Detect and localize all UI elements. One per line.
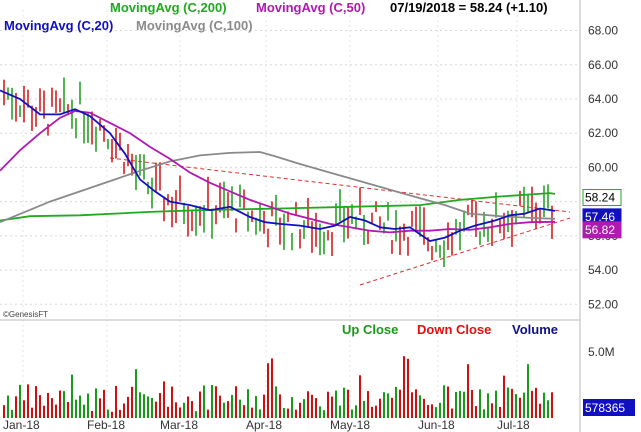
volume-label: Volume <box>512 322 558 337</box>
x-tick-label: Jun-18 <box>418 418 455 432</box>
value-tag-label: 57.46 <box>585 210 615 224</box>
value-tag-box <box>582 221 622 239</box>
trendlines <box>109 157 571 286</box>
value-tag-box <box>582 189 622 207</box>
x-tick-label: Mar-18 <box>160 418 198 432</box>
ma-line <box>0 110 556 234</box>
legend-ma50: MovingAvg (C,50) <box>256 0 365 15</box>
legend-ma200: MovingAvg (C,200) <box>110 0 227 15</box>
down-close-label: Down Close <box>417 322 491 337</box>
legend: MovingAvg (C,200) MovingAvg (C,50) 07/19… <box>4 0 548 33</box>
x-tick-label: Apr-18 <box>246 418 282 432</box>
volume-last-tag <box>583 399 635 416</box>
up-close-label: Up Close <box>342 322 398 337</box>
chart-title: 07/19/2018 = 58.24 (+1.10) <box>390 0 548 15</box>
ma-line <box>0 89 556 242</box>
x-axis: Jan-18 Feb-18 Mar-18 Apr-18 May-18 Jun-18 Jul-… <box>3 418 530 432</box>
price-bars <box>3 77 553 268</box>
y-axis: 52.0054.0056.0058.0060.0062.0064.0066.00… <box>588 24 618 312</box>
y-tick-label: 62.00 <box>588 126 618 140</box>
legend-ma20: MovingAvg (C,20) <box>4 18 113 33</box>
trendline-lower <box>359 217 571 286</box>
x-tick-label: Jul-18 <box>497 418 530 432</box>
y-tick-label: 68.00 <box>588 24 618 38</box>
y-tick-label: 52.00 <box>588 297 618 311</box>
watermark-genesis: ©GenesisFT <box>3 310 48 319</box>
x-tick-label: May-18 <box>330 418 370 432</box>
ma-line <box>0 151 556 224</box>
legend-ma100: MovingAvg (C,100) <box>136 18 253 33</box>
x-tick-label: Jan-18 <box>3 418 40 432</box>
x-tick-label: Feb-18 <box>87 418 125 432</box>
value-tag-label: 56.82 <box>585 223 615 237</box>
price-gridlines <box>0 10 580 420</box>
moving-average-lines <box>0 89 556 242</box>
trendline-upper <box>109 157 571 213</box>
volume-tick-5m: 5.0M <box>588 345 615 359</box>
value-tag-label: 58.24 <box>585 191 615 205</box>
y-tick-label: 54.00 <box>588 263 618 277</box>
volume-bars <box>3 356 553 418</box>
y-tick-label: 64.00 <box>588 92 618 106</box>
y-tick-label: 66.00 <box>588 58 618 72</box>
volume-last-value: 578365 <box>585 401 625 415</box>
ma-line <box>0 192 556 222</box>
y-tick-label: 60.00 <box>588 160 618 174</box>
